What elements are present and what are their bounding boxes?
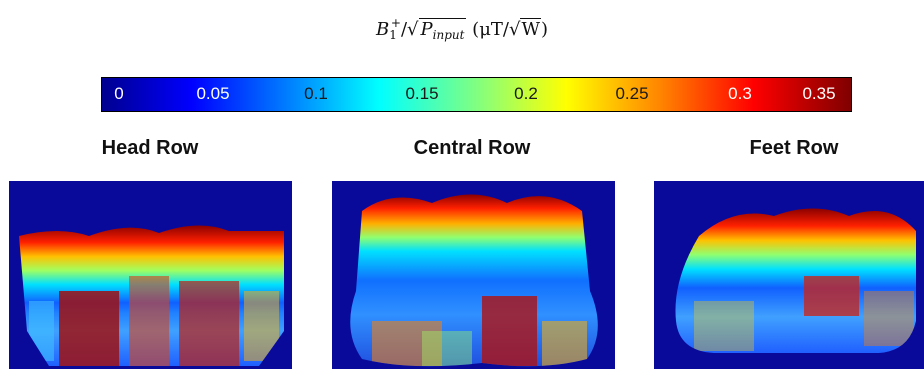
feet-row-shape [675,208,916,353]
row-label-feet: Feet Row [749,137,839,159]
title-unit-suffix: ) [540,19,548,40]
title-p: P [420,19,433,40]
colorbar-tick: 0 [114,84,124,103]
colorbar-tick: 0.25 [615,84,649,103]
title-unit-prefix: (μT/ [472,19,509,40]
colorbar: 0 0.05 0.1 0.15 0.2 0.25 0.3 0.35 [101,77,852,112]
map-feet-row [654,181,924,369]
colorbar-tick: 0.3 [728,84,752,103]
colorbar-title: B1+/√ Pinput (μT/√W) [376,16,548,42]
title-b-sub: 1 [389,28,397,42]
map-central-row [332,181,615,369]
title-b: B [376,19,390,40]
colorbar-tick: 0.1 [304,84,328,103]
row-label-central: Central Row [413,137,531,159]
title-p-sub: input [432,28,465,42]
title-unit-root: W [520,18,541,40]
colorbar-tick: 0.15 [405,84,439,103]
colorbar-tick: 0.2 [514,84,538,103]
colorbar-tick: 0.35 [802,84,836,103]
map-head-row [9,181,292,369]
row-label-head: Head Row [101,137,199,159]
colorbar-tick: 0.05 [196,84,230,103]
title-b-sup: + [390,16,401,30]
